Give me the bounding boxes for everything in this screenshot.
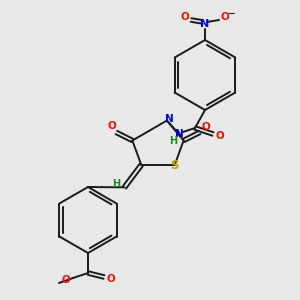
Text: H: H xyxy=(169,136,177,146)
Text: −: − xyxy=(227,8,235,17)
Text: O: O xyxy=(201,122,210,133)
Text: N: N xyxy=(175,129,183,139)
Text: O: O xyxy=(106,274,116,284)
Text: O: O xyxy=(220,12,230,22)
Text: O: O xyxy=(107,122,116,131)
Text: O: O xyxy=(181,12,189,22)
Text: N: N xyxy=(200,19,210,29)
Text: N: N xyxy=(164,114,173,124)
Text: O: O xyxy=(216,131,224,141)
Text: S: S xyxy=(170,159,179,172)
Text: O: O xyxy=(61,275,70,285)
Text: H: H xyxy=(112,179,121,189)
